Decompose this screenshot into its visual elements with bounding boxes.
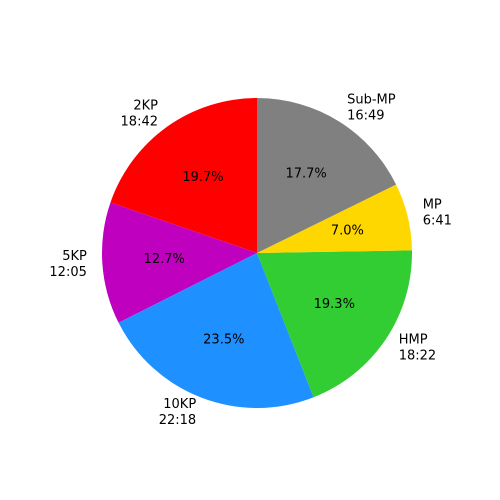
value-label: 19.7%	[182, 170, 223, 185]
time-label: 22:18	[159, 413, 196, 428]
pie-slice	[257, 250, 412, 398]
value-label: 12.7%	[144, 252, 185, 267]
value-label: 23.5%	[203, 332, 244, 347]
pie-slice	[257, 98, 397, 253]
time-label: 16:49	[347, 109, 384, 124]
category-label: 10KP	[163, 397, 196, 412]
time-label: 6:41	[423, 213, 452, 228]
time-label: 12:05	[49, 265, 86, 280]
pie-slice	[118, 253, 314, 408]
category-label: HMP	[399, 332, 428, 347]
time-label: 18:42	[121, 115, 158, 130]
category-label: 5KP	[62, 249, 87, 264]
time-label: 18:22	[399, 348, 436, 363]
value-label: 19.3%	[314, 297, 355, 312]
pie-slice	[257, 184, 412, 253]
pie-slice	[101, 202, 257, 323]
category-label: 2KP	[133, 99, 158, 114]
pie-slice	[110, 98, 257, 253]
value-label: 7.0%	[331, 224, 364, 239]
value-label: 17.7%	[285, 167, 326, 182]
category-label: MP	[423, 197, 442, 212]
category-label: Sub-MP	[347, 93, 396, 108]
